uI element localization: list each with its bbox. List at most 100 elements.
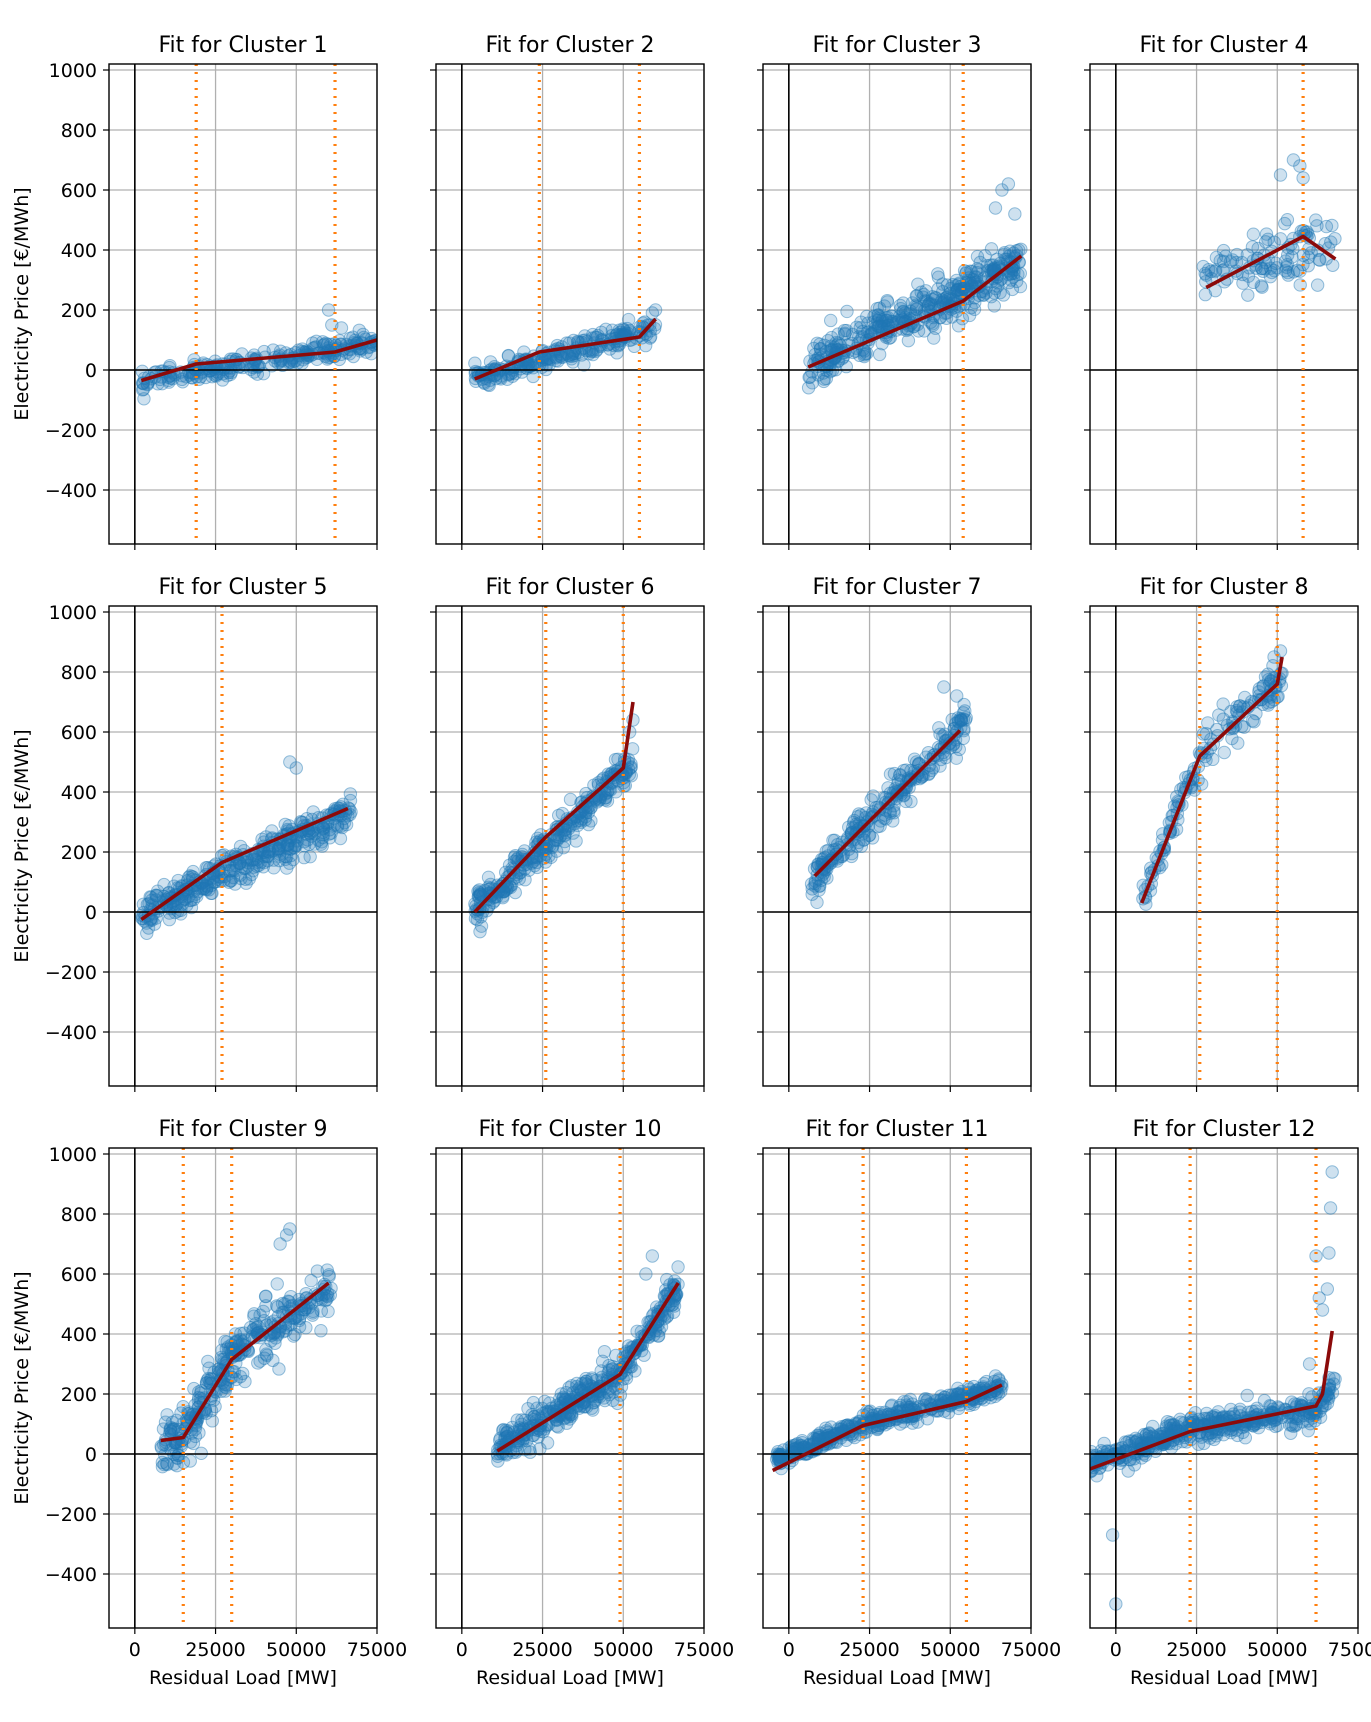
scatter-point <box>949 739 963 754</box>
scatter-point <box>503 879 517 893</box>
scatter-point <box>1122 1438 1136 1453</box>
scatter-point <box>813 337 827 351</box>
scatter-points <box>801 177 1028 395</box>
scatter-point <box>472 889 486 903</box>
scatter-point <box>558 828 572 843</box>
scatter-point <box>1201 263 1216 277</box>
scatter-point <box>1006 246 1021 260</box>
scatter-point <box>247 1322 261 1336</box>
scatter-point <box>542 849 556 863</box>
scatter-point <box>600 785 614 800</box>
scatter-point <box>273 1237 287 1251</box>
scatter-point <box>470 912 485 927</box>
scatter-point <box>199 1376 214 1390</box>
scatter-point <box>249 1317 263 1331</box>
scatter-point <box>1280 258 1295 272</box>
scatter-point <box>621 1339 636 1353</box>
scatter-point <box>1263 1417 1277 1431</box>
scatter-point <box>979 1374 994 1389</box>
scatter-point <box>1252 685 1266 699</box>
scatter-point <box>476 900 490 914</box>
scatter-point <box>861 316 875 330</box>
scatter-point <box>494 372 508 386</box>
scatter-point <box>887 766 902 781</box>
y-axis-label: Electricity Price [€/MWh] <box>11 729 33 962</box>
scatter-point <box>306 1304 320 1319</box>
scatter-point <box>598 793 612 807</box>
scatter-point <box>630 1324 644 1339</box>
scatter-point <box>505 1420 519 1435</box>
scatter-point <box>1007 266 1021 280</box>
scatter-point <box>899 781 913 795</box>
scatter-point <box>554 1387 569 1401</box>
scatter-point <box>199 879 214 893</box>
scatter-point <box>867 309 881 324</box>
scatter-point <box>957 697 971 712</box>
scatter-point <box>931 282 945 296</box>
scatter-point <box>499 883 513 897</box>
scatter-point <box>473 887 488 902</box>
scatter-point <box>1241 269 1256 283</box>
scatter-point <box>282 856 297 870</box>
scatter-point <box>522 1442 537 1456</box>
scatter-point <box>606 1393 620 1408</box>
scatter-point <box>184 900 199 915</box>
scatter-point <box>1196 259 1210 274</box>
scatter-point <box>621 312 636 327</box>
scatter-point <box>958 713 973 727</box>
scatter-point <box>201 1371 216 1386</box>
scatter-point <box>871 316 885 331</box>
scatter-point <box>473 886 488 900</box>
scatter-point <box>645 306 660 320</box>
scatter-point <box>579 1374 594 1388</box>
scatter-point <box>579 1371 593 1386</box>
scatter-point <box>174 907 188 921</box>
scatter-point <box>1097 1436 1111 1451</box>
scatter-point <box>314 1291 328 1305</box>
scatter-point <box>909 289 924 303</box>
subplot-3: Fit for Cluster 3 <box>757 33 1032 550</box>
scatter-point <box>812 879 827 893</box>
scatter-point <box>953 711 968 726</box>
scatter-point <box>988 1389 1002 1404</box>
scatter-point <box>156 1422 171 1436</box>
scatter-point <box>228 877 242 891</box>
scatter-point <box>571 1383 585 1397</box>
scatter-point <box>359 345 373 359</box>
scatter-point <box>234 1333 248 1347</box>
scatter-point <box>206 870 221 885</box>
scatter-point <box>199 882 214 897</box>
scatter-point <box>574 348 589 362</box>
scatter-point <box>948 1387 962 1402</box>
y-axis-label: Electricity Price [€/MWh] <box>11 187 33 420</box>
scatter-point <box>192 1385 206 1399</box>
scatter-point <box>481 880 495 895</box>
scatter-point <box>343 331 357 346</box>
scatter-point <box>157 1457 171 1472</box>
x-tick-label: 0 <box>456 1639 468 1661</box>
scatter-point <box>943 281 958 296</box>
scatter-point <box>772 1449 786 1463</box>
scatter-point <box>228 864 242 878</box>
scatter-point <box>893 309 907 323</box>
scatter-point <box>838 326 852 340</box>
scatter-point <box>512 1421 527 1435</box>
scatter-point <box>862 828 877 842</box>
scatter-point <box>174 1406 188 1420</box>
scatter-point <box>549 832 564 847</box>
scatter-point <box>872 301 887 315</box>
scatter-point <box>278 817 292 832</box>
scatter-point <box>1013 279 1028 294</box>
scatter-point <box>1002 275 1016 290</box>
scatter-point <box>564 352 579 366</box>
scatter-point <box>839 323 854 338</box>
scatter-point <box>549 353 563 368</box>
scatter-point <box>1278 254 1293 268</box>
scatter-point <box>550 833 564 848</box>
scatter-point <box>914 285 928 299</box>
scatter-point <box>137 392 151 406</box>
scatter-point <box>829 336 843 350</box>
scatter-point <box>262 845 276 859</box>
scatter-point <box>522 863 536 877</box>
scatter-point <box>1258 262 1272 276</box>
